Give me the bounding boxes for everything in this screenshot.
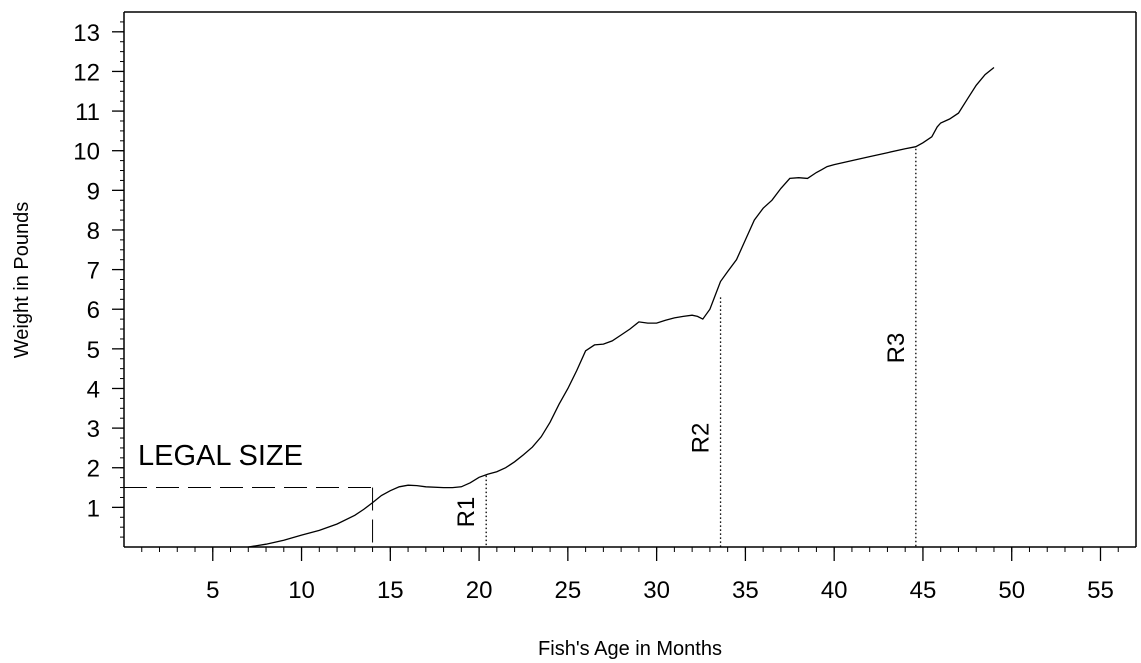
x-tick-label: 15	[377, 577, 404, 604]
y-tick-label: 4	[87, 376, 100, 403]
y-tick-label: 2	[87, 456, 100, 483]
x-tick-label: 5	[206, 577, 219, 604]
x-tick-label: 45	[910, 577, 937, 604]
y-tick-label: 10	[73, 139, 100, 166]
x-tick-label: 50	[998, 577, 1025, 604]
y-tick-label: 11	[75, 99, 100, 126]
x-tick-label: 55	[1087, 577, 1114, 604]
y-tick-label: 6	[87, 297, 100, 324]
y-tick-label: 7	[87, 258, 100, 285]
x-tick-label: 25	[555, 577, 582, 604]
x-tick-label: 35	[732, 577, 759, 604]
y-tick-label: 12	[73, 59, 100, 86]
y-tick-label: 1	[87, 495, 100, 522]
reference-label-r1: R1	[453, 497, 480, 528]
x-axis: 5 10 15 20 25 30 35 40 45 50 55	[141, 547, 1119, 604]
legal-size-marker: LEGAL SIZE	[124, 440, 374, 547]
reference-lines: R1 R2 R3	[453, 148, 917, 547]
x-tick-label: 30	[643, 577, 670, 604]
weight-growth-curve	[248, 66, 995, 548]
y-tick-label: 3	[87, 416, 100, 443]
x-tick-label: 40	[821, 577, 848, 604]
y-tick-label: 8	[87, 218, 100, 245]
x-tick-label: 20	[466, 577, 493, 604]
reference-label-r3: R3	[883, 333, 910, 364]
y-tick-label: 5	[87, 337, 100, 364]
legal-size-label: LEGAL SIZE	[138, 440, 303, 472]
y-tick-label: 9	[87, 178, 100, 205]
y-tick-label: 13	[73, 20, 100, 47]
reference-label-r2: R2	[688, 423, 715, 454]
x-tick-label: 10	[288, 577, 315, 604]
y-axis-title: Weight in Pounds	[11, 202, 33, 358]
x-axis-title: Fish's Age in Months	[538, 638, 722, 660]
